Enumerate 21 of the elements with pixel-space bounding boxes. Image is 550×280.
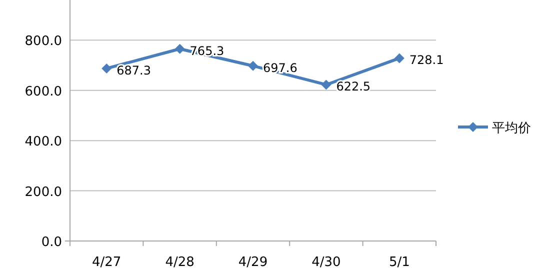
data-label: 765.3 — [190, 44, 224, 58]
y-tick-label: 400.0 — [24, 134, 62, 150]
point — [102, 63, 112, 74]
y-tick-label: 200.0 — [24, 184, 62, 200]
legend-label: 平均价 — [492, 121, 531, 136]
x-tick-label: 4/27 — [92, 255, 122, 270]
point — [174, 44, 185, 54]
y-tick-label: 600.0 — [24, 84, 62, 100]
data-label: 687.3 — [116, 63, 151, 78]
data-label: 697.6 — [263, 60, 298, 75]
point — [394, 53, 404, 64]
y-tick-label: 0.0 — [41, 235, 62, 250]
x-tick-label: 4/28 — [165, 255, 194, 270]
x-tick-label: 4/30 — [312, 255, 341, 270]
data-label: 622.5 — [336, 80, 371, 94]
x-tick-label: 4/29 — [238, 255, 268, 270]
y-tick-label: 800.0 — [24, 34, 62, 50]
data-label: 728.1 — [409, 53, 444, 68]
point — [248, 60, 258, 71]
point — [321, 80, 332, 90]
x-tick-label: 5/1 — [388, 255, 410, 270]
